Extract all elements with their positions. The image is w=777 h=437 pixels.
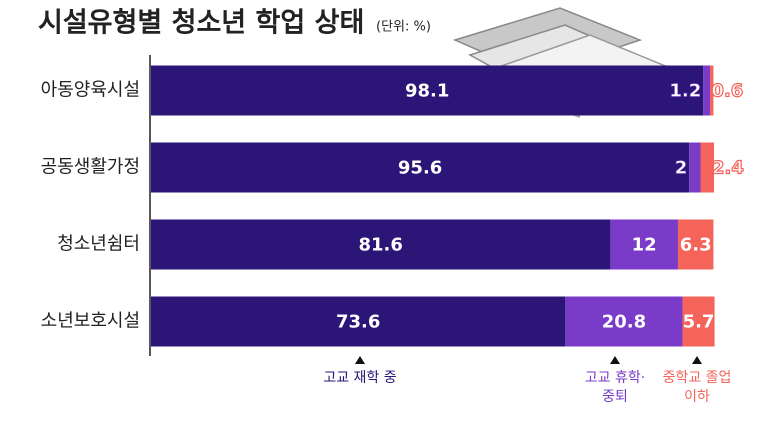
- bar-segment: [151, 142, 690, 193]
- bar-segment: [610, 219, 678, 270]
- value-label: 2: [675, 158, 688, 179]
- legend-label: 고교 재학 중: [323, 370, 397, 386]
- category-label: 아동양육시설: [41, 80, 140, 101]
- value-label: 2.4: [712, 158, 744, 179]
- bar-segment: [565, 296, 683, 347]
- bar-segment: [151, 65, 704, 116]
- chart-title: 시설유형별 청소년 학업 상태: [38, 8, 364, 39]
- value-label: 0.6: [711, 81, 743, 102]
- bar-segment: [700, 142, 714, 193]
- value-label: 98.1: [405, 81, 449, 102]
- chart-subtitle: (단위: %): [376, 20, 431, 35]
- bar-segment: [151, 296, 566, 347]
- value-label: 20.8: [602, 312, 646, 333]
- bar-segment: [703, 65, 711, 116]
- bar-segment: [151, 219, 611, 270]
- bar-segment: [689, 142, 701, 193]
- bar-segment: [682, 296, 715, 347]
- category-label: 소년보호시설: [41, 311, 140, 332]
- legend-label: 중학교 졸업 이하: [662, 370, 732, 405]
- value-label: 95.6: [398, 158, 442, 179]
- legend-marker: [692, 356, 702, 364]
- category-label: 공동생활가정: [41, 157, 140, 178]
- category-label: 청소년쉼터: [57, 234, 140, 255]
- legend-label: 고교 휴학·중퇴: [584, 370, 646, 405]
- value-label: 1.2: [669, 81, 701, 102]
- value-label: 6.3: [680, 235, 712, 256]
- value-label: 12: [632, 235, 657, 256]
- legend-marker: [610, 356, 620, 364]
- value-label: 81.6: [358, 235, 402, 256]
- bar-segment: [710, 65, 714, 116]
- value-label: 73.6: [336, 312, 380, 333]
- bar-segment: [677, 219, 714, 270]
- legend-marker: [355, 356, 365, 364]
- value-label: 5.7: [683, 312, 715, 333]
